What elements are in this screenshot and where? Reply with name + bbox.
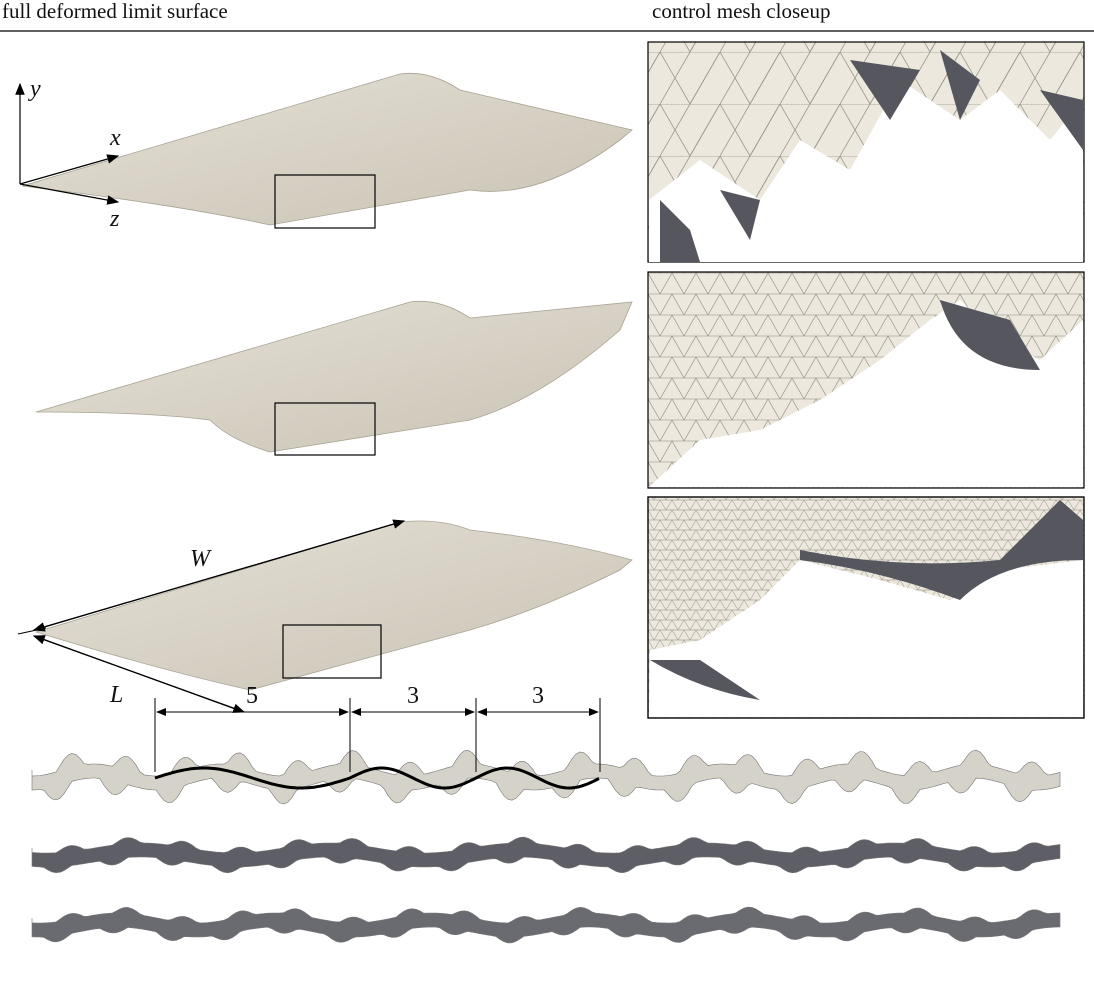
wavelength-dims: 5 3 3 bbox=[154, 683, 601, 772]
strip-shape bbox=[31, 749, 1061, 805]
strip-shape bbox=[154, 766, 600, 790]
strips bbox=[31, 749, 1061, 944]
dim-L: L bbox=[109, 682, 123, 708]
sheet-2 bbox=[35, 301, 633, 456]
axis-x: x bbox=[109, 125, 121, 151]
axis-y: y bbox=[28, 76, 41, 102]
axis-z: z bbox=[109, 206, 120, 232]
strip-shape bbox=[31, 836, 1061, 874]
wavelength: 3 bbox=[407, 683, 419, 709]
dim-W: W bbox=[190, 546, 212, 572]
closeup-2 bbox=[647, 271, 1085, 489]
wavelength: 3 bbox=[532, 683, 544, 709]
closeup-1 bbox=[647, 41, 1085, 263]
header-right: control mesh closeup bbox=[652, 0, 830, 23]
closeup-3 bbox=[647, 496, 1085, 719]
strip-shape bbox=[31, 906, 1061, 944]
sheet-1 bbox=[21, 73, 633, 229]
axes: y x z bbox=[15, 76, 121, 232]
header-left: full deformed limit surface bbox=[2, 0, 228, 23]
sheet-3: W L bbox=[17, 519, 633, 713]
wavelength: 5 bbox=[246, 683, 258, 709]
